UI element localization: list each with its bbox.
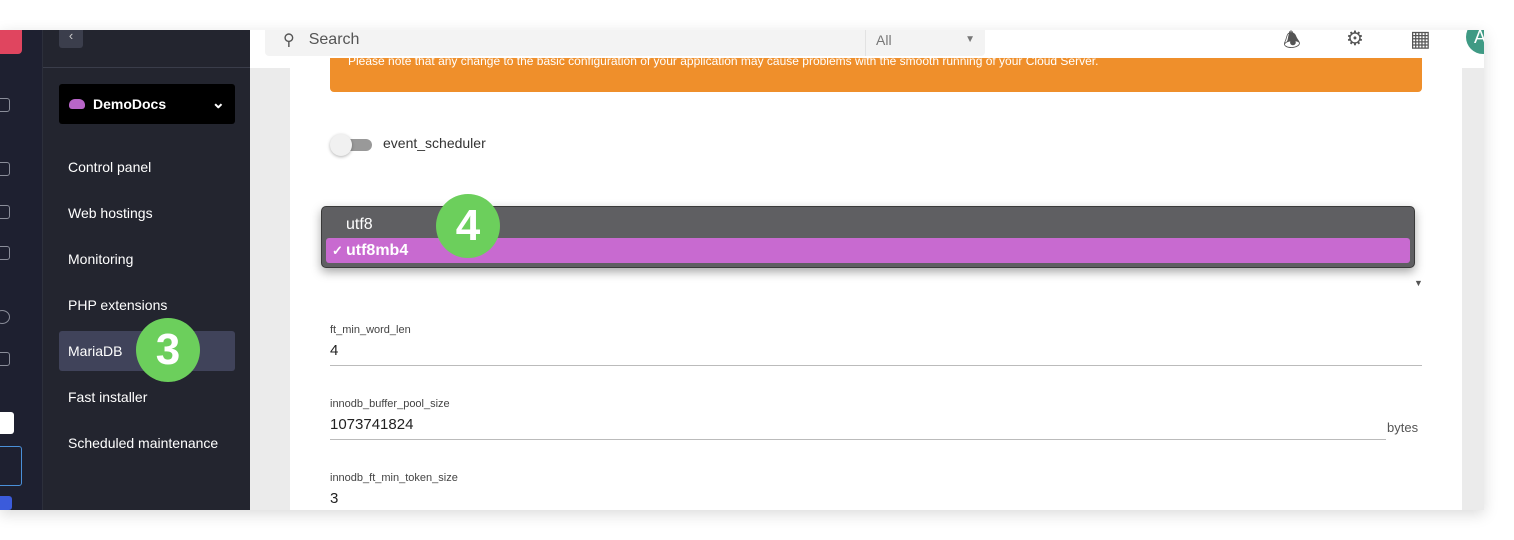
mariadb-config-card: Please note that any change to the basic… xyxy=(290,58,1462,510)
field-innodb-buffer-pool-size[interactable]: innodb_buffer_pool_size 1073741824 xyxy=(330,398,1386,440)
unit-label: bytes xyxy=(1387,420,1419,435)
sidebar-item-scheduled-maintenance[interactable]: Scheduled maintenance xyxy=(68,435,219,451)
sidebar: ‹ DemoDocs ⌄ Control panel Web hostings M… xyxy=(42,30,250,510)
app-shortcut-icon[interactable] xyxy=(0,496,12,510)
step-badge-3: 3 xyxy=(136,318,200,382)
field-label: innodb_buffer_pool_size xyxy=(330,398,450,410)
toggle-label: event_scheduler xyxy=(383,135,486,151)
caret-down-icon: ▼ xyxy=(965,34,975,45)
option-label: utf8mb4 xyxy=(346,242,409,259)
sidebar-item-control-panel[interactable]: Control panel xyxy=(68,159,152,175)
checkmark-icon: ✓ xyxy=(332,243,343,258)
option-utf8[interactable]: utf8 xyxy=(346,216,373,233)
app-window: ‹ DemoDocs ⌄ Control panel Web hostings M… xyxy=(0,30,1484,510)
support-icon[interactable] xyxy=(0,310,10,324)
filter-value: All xyxy=(876,32,892,48)
search-filter-select[interactable]: All ▼ xyxy=(865,30,985,56)
gear-icon[interactable]: ⚙ xyxy=(1346,30,1364,50)
charset-dropdown-menu[interactable]: utf8 ✓ utf8mb4 xyxy=(321,206,1415,268)
icon-rail xyxy=(0,30,42,510)
active-app-shortcut-icon[interactable] xyxy=(0,446,22,486)
field-label: ft_min_word_len xyxy=(330,324,411,336)
step-badge-4: 4 xyxy=(436,194,500,258)
bell-icon[interactable]: 🕭 xyxy=(1283,30,1301,52)
cloud-icon xyxy=(69,99,85,109)
avatar[interactable]: A xyxy=(1466,30,1484,54)
calculator-icon[interactable] xyxy=(0,162,10,176)
search-bar[interactable]: ⚲ Search All ▼ xyxy=(265,30,985,56)
field-innodb-ft-min-token-size[interactable]: innodb_ft_min_token_size 3 xyxy=(330,472,1422,510)
event-scheduler-toggle[interactable] xyxy=(330,134,374,156)
field-label: innodb_ft_min_token_size xyxy=(330,472,458,484)
warning-banner: Please note that any change to the basic… xyxy=(330,58,1422,92)
project-name: DemoDocs xyxy=(93,96,167,112)
chevron-down-icon: ⌄ xyxy=(211,95,225,112)
field-ft-min-word-len[interactable]: ft_min_word_len 4 xyxy=(330,324,1422,366)
sidebar-item-monitoring[interactable]: Monitoring xyxy=(68,251,134,267)
field-input[interactable]: 1073741824 xyxy=(330,416,1386,440)
sidebar-item-fast-installer[interactable]: Fast installer xyxy=(68,389,148,405)
apps-grid-icon[interactable]: ▦ xyxy=(1410,30,1431,51)
search-input[interactable]: Search xyxy=(308,31,360,48)
dropdown-caret-icon: ▼ xyxy=(1414,278,1423,288)
handshake-icon[interactable] xyxy=(0,352,10,366)
option-utf8mb4[interactable]: ✓ utf8mb4 xyxy=(326,238,1410,263)
building-icon[interactable] xyxy=(0,246,10,260)
project-selector[interactable]: DemoDocs ⌄ xyxy=(59,84,235,124)
home-icon[interactable] xyxy=(0,98,10,112)
sidebar-item-php-extensions[interactable]: PHP extensions xyxy=(68,297,168,313)
scroll-gutter xyxy=(1462,68,1484,510)
field-input[interactable]: 3 xyxy=(330,490,1422,510)
app-logo[interactable] xyxy=(0,30,22,54)
users-icon[interactable] xyxy=(0,205,10,219)
field-input[interactable]: 4 xyxy=(330,342,1422,366)
collapse-sidebar-button[interactable]: ‹ xyxy=(59,30,83,48)
search-icon: ⚲ xyxy=(283,32,295,49)
sidebar-item-web-hostings[interactable]: Web hostings xyxy=(68,205,153,221)
app-shortcut-icon[interactable] xyxy=(0,412,14,434)
